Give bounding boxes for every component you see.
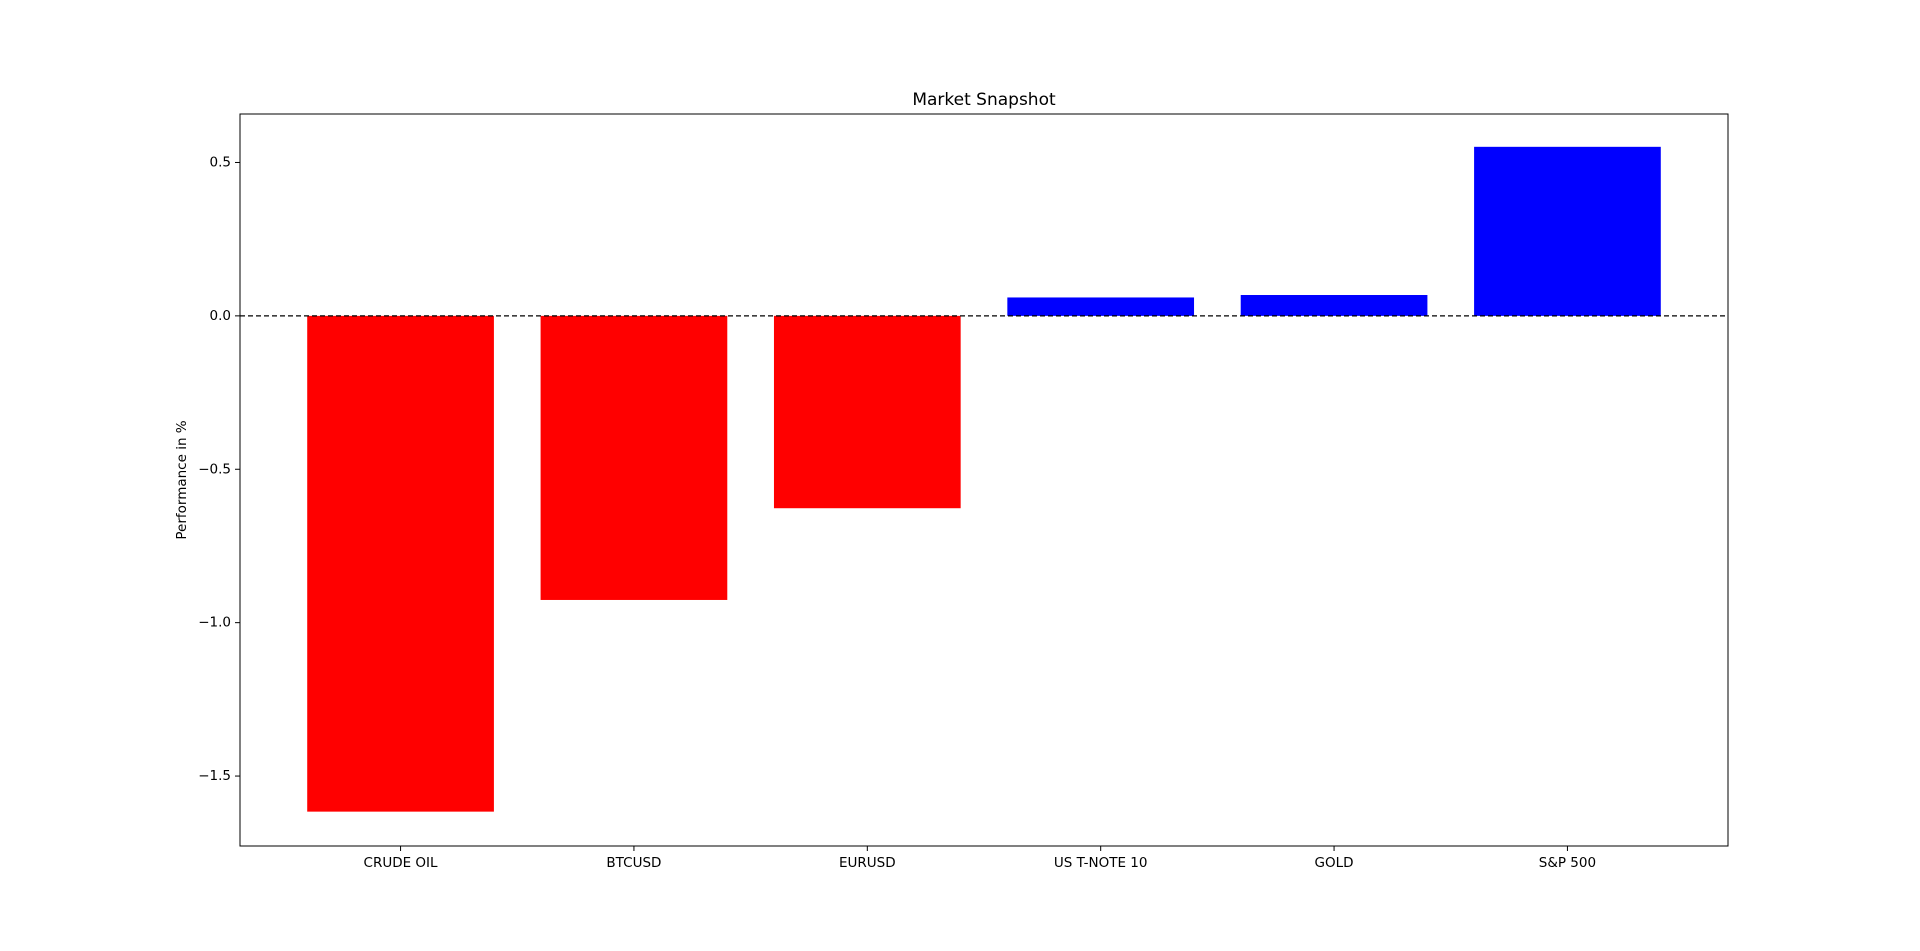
x-tick-label: BTCUSD bbox=[606, 855, 661, 871]
plot-frame bbox=[239, 113, 1729, 847]
chart-title: Market Snapshot bbox=[912, 90, 1056, 110]
bar bbox=[773, 315, 961, 509]
bar bbox=[1007, 297, 1195, 316]
x-tick-label: S&P 500 bbox=[1539, 855, 1596, 871]
bar bbox=[1474, 146, 1661, 316]
y-tick-label: 0.0 bbox=[210, 308, 231, 324]
x-tick-label: US T-NOTE 10 bbox=[1054, 855, 1148, 871]
bar bbox=[1240, 295, 1428, 316]
y-tick-label: −1.0 bbox=[198, 615, 231, 631]
y-axis-label: Performance in % bbox=[174, 420, 190, 539]
y-tick-label: −1.5 bbox=[198, 768, 231, 784]
x-tick-label: CRUDE OIL bbox=[364, 855, 439, 871]
bar bbox=[307, 315, 494, 812]
x-tick-label: GOLD bbox=[1315, 855, 1354, 871]
y-tick-label: 0.5 bbox=[210, 154, 231, 170]
y-tick-label: −0.5 bbox=[198, 461, 231, 477]
x-tick-label: EURUSD bbox=[839, 855, 896, 871]
bar bbox=[540, 315, 728, 600]
